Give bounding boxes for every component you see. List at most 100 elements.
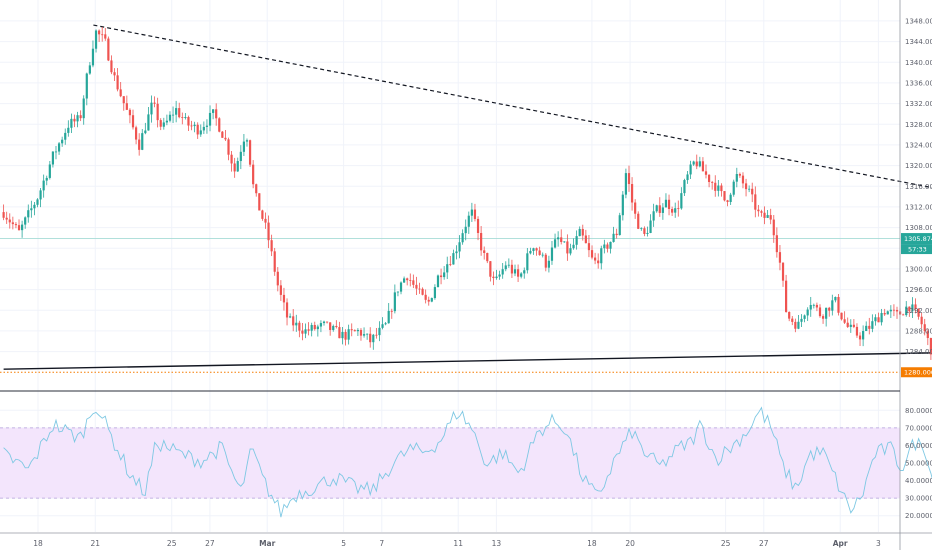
candle-body	[766, 215, 769, 218]
candle-body	[144, 130, 147, 134]
candle-body	[732, 181, 735, 195]
candle-body	[128, 109, 132, 116]
candle-body	[714, 182, 717, 191]
time-tick-label: 3	[876, 539, 881, 548]
candle-body	[190, 125, 193, 127]
candle-body	[119, 89, 122, 97]
candle-body	[304, 329, 307, 334]
candle-body	[868, 325, 871, 329]
candle-body	[261, 210, 264, 219]
candle-body	[911, 304, 914, 312]
candle-body	[181, 117, 184, 118]
candle-body	[279, 285, 282, 295]
price-tick-label: 1316.000	[905, 183, 932, 191]
candle-body	[289, 316, 292, 318]
price-tick-label: 1344.000	[905, 38, 932, 46]
candle-body	[362, 334, 366, 336]
candle-body	[664, 199, 668, 208]
candle-body	[30, 208, 33, 211]
candle-body	[461, 233, 464, 243]
candle-body	[806, 309, 809, 316]
candle-body	[21, 224, 24, 231]
candle-body	[655, 205, 658, 212]
candle-body	[566, 241, 569, 254]
candle-body	[831, 300, 834, 311]
candle-body	[369, 333, 372, 343]
rsi-band	[0, 427, 900, 499]
candle-body	[412, 280, 415, 285]
candle-body	[252, 164, 255, 185]
candle-body	[624, 173, 628, 195]
time-tick-label: 27	[205, 539, 215, 548]
candle-body	[387, 310, 390, 324]
candle-body	[131, 115, 135, 128]
candle-body	[594, 257, 597, 261]
trendlines[interactable]	[0, 24, 932, 373]
candle-body	[834, 296, 837, 301]
candle-body	[350, 329, 353, 331]
candle-body	[212, 109, 215, 113]
candle-body	[757, 209, 760, 212]
candle-body	[329, 322, 332, 330]
candle-body	[501, 269, 504, 275]
price-tick-label: 1328.000	[905, 121, 932, 129]
candle-body	[113, 72, 116, 76]
candle-body	[908, 306, 911, 312]
candle-body	[406, 278, 409, 281]
candle-body	[852, 324, 855, 327]
candle-body	[36, 199, 39, 205]
candle-body	[815, 304, 819, 308]
candle-body	[516, 269, 520, 277]
candle-body	[162, 122, 165, 127]
candle-body	[532, 248, 535, 251]
candle-body	[409, 280, 412, 281]
candle-body	[153, 102, 156, 104]
candle-body	[785, 280, 788, 312]
candle-body	[886, 311, 889, 315]
candle-body	[322, 321, 326, 324]
time-tick-label: 27	[759, 539, 769, 548]
candle-body	[849, 324, 852, 327]
candle-body	[818, 307, 822, 317]
candle-body	[310, 324, 313, 331]
candle-body	[683, 180, 686, 194]
candle-body	[621, 194, 624, 216]
candle-body	[917, 308, 920, 317]
price-scale-labels: 1305.874 57:33 1280.000	[901, 233, 932, 378]
candle-body	[689, 164, 692, 175]
candle-body	[338, 327, 341, 339]
candle-body	[590, 250, 594, 258]
candle-body	[584, 235, 587, 244]
time-tick-label: 7	[379, 539, 384, 548]
candle-body	[175, 108, 178, 115]
rsi-band-fill	[0, 427, 900, 499]
candle-body	[486, 252, 489, 262]
candle-body	[674, 208, 677, 213]
candle-body	[597, 260, 600, 264]
candle-body	[926, 331, 929, 339]
candle-body	[880, 313, 883, 323]
candle-body	[439, 275, 443, 278]
candle-body	[307, 329, 310, 331]
candle-body	[446, 264, 449, 273]
candle-body	[797, 321, 800, 329]
candle-body	[803, 315, 806, 319]
time-tick-label: 18	[587, 539, 597, 548]
candle-body	[587, 243, 591, 251]
candle-body	[341, 331, 344, 339]
candle-body	[418, 288, 421, 290]
countdown-box	[901, 244, 932, 255]
candle-body	[104, 34, 107, 39]
candle-body	[507, 264, 510, 266]
candle-body	[791, 318, 794, 322]
candle-body	[122, 96, 125, 104]
candle-body	[646, 232, 649, 234]
candle-body	[205, 125, 209, 127]
candle-body	[48, 164, 51, 178]
rsi-polyline	[3, 406, 932, 518]
candle-body	[356, 329, 359, 332]
candle-body	[751, 188, 754, 195]
rsi-tick-label: 50.0000	[905, 460, 932, 468]
